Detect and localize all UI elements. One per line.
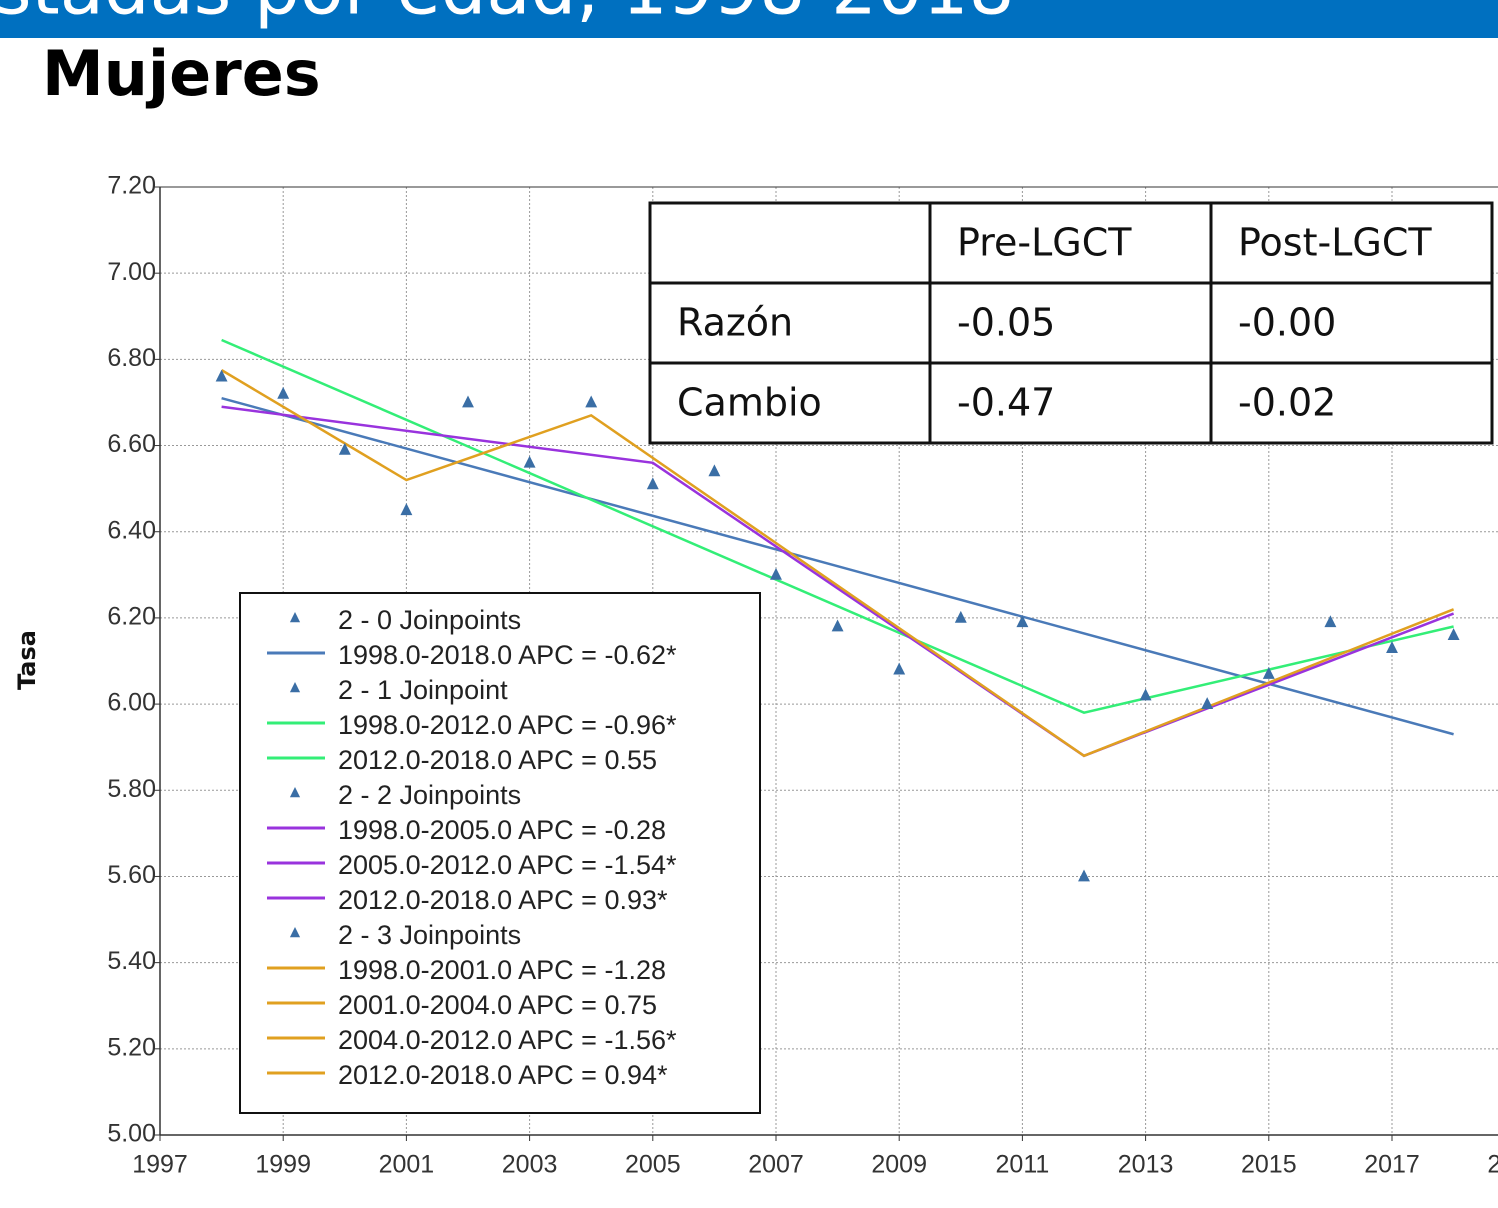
legend-label: 1998.0-2001.0 APC = -1.28 — [338, 955, 666, 985]
slide-subtitle: Mujeres — [42, 37, 321, 110]
y-tick-label: 6.40 — [107, 516, 156, 544]
legend-marker — [289, 612, 301, 623]
data-point — [1201, 697, 1214, 709]
data-point — [523, 455, 536, 468]
legend-label: 2012.0-2018.0 APC = 0.93* — [338, 885, 668, 915]
x-tick-label: 2011 — [996, 1151, 1050, 1179]
legend-label: 2012.0-2018.0 APC = 0.94* — [338, 1060, 668, 1090]
data-point — [1078, 869, 1090, 882]
table-cell: -0.02 — [1238, 381, 1336, 425]
table-bg — [648, 201, 1494, 445]
y-tick-label: 6.20 — [107, 603, 156, 631]
legend-label: 1998.0-2005.0 APC = -0.28 — [338, 815, 666, 845]
data-point — [1447, 628, 1460, 641]
data-point — [1324, 615, 1337, 628]
table-row-label: Cambio — [677, 381, 822, 425]
data-point — [1139, 688, 1152, 701]
legend-label: 2 - 1 Joinpoint — [338, 675, 508, 705]
table-header: Pre-LGCT — [957, 221, 1132, 265]
legend-label: 1998.0-2012.0 APC = -0.96* — [338, 710, 677, 740]
model-line — [221, 405, 1455, 758]
x-tick-label: 2019 — [1487, 1151, 1498, 1179]
x-tick-label: 1997 — [132, 1151, 188, 1179]
legend-label: 2004.0-2012.0 APC = -1.56* — [338, 1025, 677, 1055]
legend-label: 2 - 2 Joinpoints — [338, 780, 521, 810]
data-point — [708, 464, 721, 477]
data-point — [585, 395, 598, 408]
data-point — [277, 386, 290, 399]
y-tick-label: 7.00 — [107, 258, 156, 286]
legend-label: 2 - 0 Joinpoints — [338, 605, 521, 635]
y-tick-label: 6.00 — [107, 689, 156, 717]
x-tick-label: 2005 — [625, 1151, 681, 1179]
y-tick-label: 6.80 — [107, 344, 156, 372]
x-tick-label: 2017 — [1364, 1151, 1420, 1179]
table-cell: -0.47 — [957, 381, 1055, 425]
legend-label: 2 - 3 Joinpoints — [338, 920, 521, 950]
y-tick-label: 5.80 — [107, 775, 156, 803]
data-point — [893, 662, 906, 675]
data-point — [400, 503, 413, 516]
data-point — [338, 442, 351, 455]
legend-marker — [289, 682, 301, 693]
table-row-label: Razón — [677, 301, 793, 345]
legend-label: 2012.0-2018.0 APC = 0.55 — [338, 745, 657, 775]
model-line — [221, 338, 1454, 715]
table-header: Post-LGCT — [1238, 221, 1432, 265]
y-tick-label: 6.60 — [107, 430, 156, 458]
x-tick-label: 1999 — [255, 1151, 311, 1179]
banner — [0, 0, 1498, 38]
y-tick-label: 5.40 — [107, 947, 156, 975]
data-point — [1016, 615, 1029, 628]
x-tick-label: 2009 — [871, 1151, 927, 1179]
x-tick-label: 2015 — [1241, 1151, 1297, 1179]
legend-marker — [289, 787, 301, 798]
y-tick-label: 5.00 — [107, 1120, 156, 1148]
slide-title: stadas por edad, 1998-2018 — [0, 0, 1014, 31]
y-axis-label: Tasa — [13, 630, 41, 690]
x-tick-label: 2003 — [502, 1151, 558, 1179]
data-point — [954, 610, 967, 623]
y-tick-label: 5.20 — [107, 1033, 156, 1061]
data-point — [646, 477, 659, 490]
legend-label: 1998.0-2018.0 APC = -0.62* — [338, 640, 677, 670]
y-tick-label: 5.60 — [107, 861, 156, 889]
x-tick-label: 2007 — [748, 1151, 804, 1179]
data-point — [1262, 666, 1275, 679]
data-point — [1386, 641, 1398, 653]
data-point — [215, 369, 228, 382]
model-line — [221, 396, 1454, 736]
y-tick-label: 7.20 — [107, 172, 156, 200]
data-point — [770, 567, 782, 580]
x-tick-label: 2001 — [379, 1151, 435, 1179]
legend-label: 2005.0-2012.0 APC = -1.54* — [338, 850, 677, 880]
table-cell: -0.05 — [957, 301, 1055, 345]
table-cell: -0.00 — [1238, 301, 1336, 345]
legend-label: 2001.0-2004.0 APC = 0.75 — [338, 990, 657, 1020]
data-point — [831, 619, 844, 632]
legend-box — [239, 592, 761, 1114]
legend-marker — [289, 927, 301, 938]
x-tick-label: 2013 — [1118, 1151, 1174, 1179]
data-point — [462, 395, 474, 408]
